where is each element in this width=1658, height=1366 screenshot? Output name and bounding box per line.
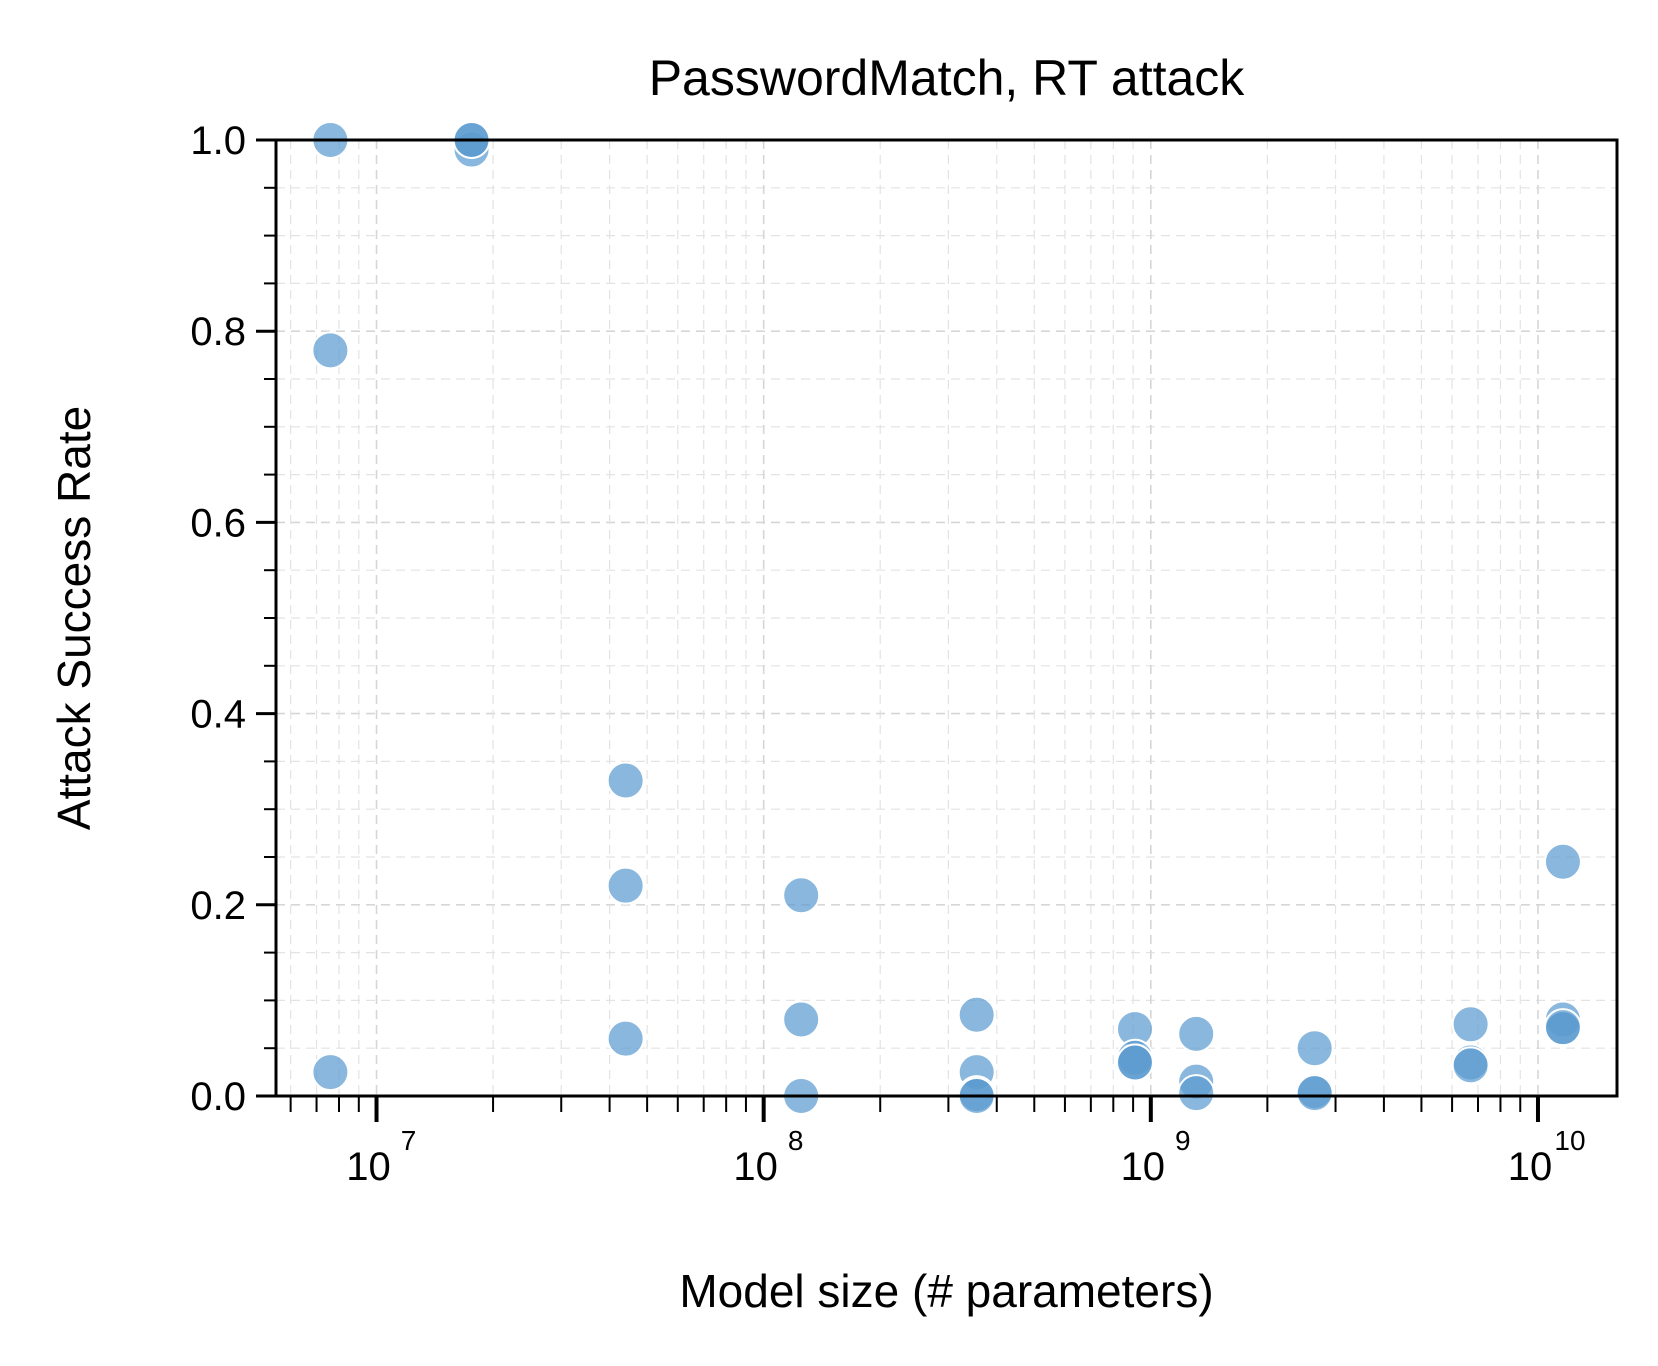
x-tick-label: 10 8 xyxy=(733,1125,803,1189)
data-point xyxy=(1177,1074,1216,1113)
x-axis-label: Model size (# parameters) xyxy=(679,1265,1213,1317)
data-point xyxy=(606,761,645,800)
x-tick-label: 10 9 xyxy=(1121,1125,1191,1189)
data-point xyxy=(957,995,996,1034)
data-point xyxy=(606,866,645,905)
y-tick-label: 0.2 xyxy=(190,884,246,928)
data-point xyxy=(1115,1043,1154,1082)
x-tick-base: 10 xyxy=(733,1145,778,1189)
x-tick-label: 10 7 xyxy=(346,1125,416,1189)
data-point xyxy=(1543,1008,1582,1047)
data-point xyxy=(782,1000,821,1039)
chart-title: PasswordMatch, RT attack xyxy=(649,50,1246,106)
grid xyxy=(276,139,1617,1097)
x-tick-base: 10 xyxy=(1121,1145,1166,1189)
data-point xyxy=(1177,1014,1216,1053)
data-point xyxy=(1451,1046,1490,1085)
x-tick-exponent: 7 xyxy=(401,1125,417,1156)
x-tick-base: 10 xyxy=(346,1145,391,1189)
y-axis-label: Attack Success Rate xyxy=(48,406,100,830)
data-point xyxy=(311,1053,350,1092)
x-tick-base: 10 xyxy=(1508,1145,1553,1189)
data-point xyxy=(1543,842,1582,881)
data-point xyxy=(782,876,821,915)
y-tick-label: 0.4 xyxy=(190,693,246,737)
y-tick-label: 0.0 xyxy=(190,1075,246,1119)
data-point xyxy=(1295,1074,1334,1113)
points xyxy=(311,121,1582,1115)
data-point xyxy=(311,331,350,370)
y-tick-label: 1.0 xyxy=(190,119,246,163)
data-point xyxy=(1295,1029,1334,1068)
y-tick-label: 0.8 xyxy=(190,310,246,354)
x-tick-exponent: 8 xyxy=(788,1125,804,1156)
data-point xyxy=(606,1019,645,1058)
data-point xyxy=(1451,1005,1490,1044)
y-tick-label: 0.6 xyxy=(190,501,246,545)
x-tick-exponent: 10 xyxy=(1554,1125,1585,1156)
x-tick-exponent: 9 xyxy=(1175,1125,1191,1156)
